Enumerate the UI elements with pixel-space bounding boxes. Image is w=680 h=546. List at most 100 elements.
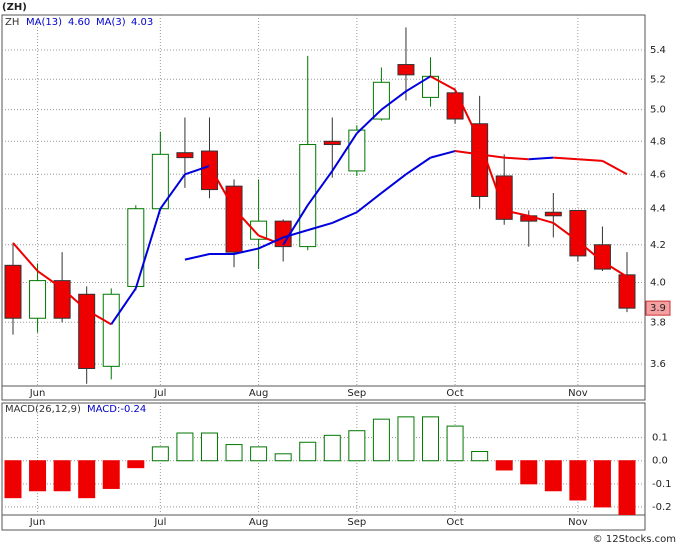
ma-segment	[356, 192, 383, 214]
y-tick-label: 4.2	[650, 240, 666, 251]
macd-bar	[495, 460, 513, 471]
macd-bar	[471, 450, 489, 462]
ma-segment	[184, 253, 210, 261]
ma-segment	[528, 214, 554, 224]
y-tick-label: 0.0	[652, 456, 668, 467]
ma-segment	[503, 209, 529, 217]
ma-segment	[36, 270, 63, 290]
legend-value: 4.03	[131, 17, 153, 28]
ma-segment	[208, 165, 235, 210]
x-tick-label: Jul	[153, 388, 166, 399]
ma-segment	[110, 287, 137, 325]
legend-entry: MA(3)	[96, 17, 126, 28]
ma-segment	[282, 229, 309, 239]
ma-segment	[258, 234, 284, 246]
ma-segment	[405, 75, 432, 93]
ma-segment	[282, 204, 309, 246]
macd-bar	[520, 460, 538, 485]
candle-body	[176, 152, 194, 159]
macd-bar	[618, 460, 636, 515]
macd-bar	[151, 446, 169, 462]
legend-entry: MA(13)	[26, 17, 62, 28]
macd-panel	[1, 402, 646, 531]
footer: © 12Stocks.com	[593, 534, 676, 545]
ma-segment	[601, 260, 628, 278]
price-panel	[1, 14, 646, 401]
y-tick-label: 0.1	[652, 433, 668, 444]
x-tick-label: Jun	[29, 517, 46, 528]
macd-bar	[593, 460, 611, 508]
ma-segment	[454, 150, 480, 156]
macd-bar	[225, 444, 243, 462]
macd-bar	[274, 453, 292, 462]
macd-bar	[348, 430, 366, 462]
macd-bar	[53, 460, 71, 492]
y-tick-label: 4.8	[650, 136, 666, 147]
y-tick-label: 3.8	[650, 317, 666, 328]
ma-segment	[577, 240, 604, 263]
y-tick-label: 4.0	[650, 278, 666, 289]
candle-body	[348, 129, 366, 172]
candle-body	[29, 280, 47, 319]
x-tick-label: Sep	[347, 388, 366, 399]
x-tick-label: Jun	[29, 388, 46, 399]
macd-bar	[569, 460, 587, 501]
candle-body	[200, 150, 218, 191]
macd-bar	[299, 441, 317, 462]
macd-bar	[102, 460, 120, 489]
candle-body	[53, 280, 71, 319]
candle-body	[127, 208, 145, 287]
macd-bar	[544, 460, 562, 492]
candle-body	[618, 274, 636, 309]
ma-segment	[86, 309, 112, 326]
ma-segment	[307, 221, 333, 232]
candle-body	[250, 220, 268, 240]
candle-body	[544, 211, 562, 217]
legend-value: 4.60	[68, 17, 90, 28]
macd-bar	[422, 416, 440, 462]
ma-segment	[430, 75, 456, 91]
candle-body	[372, 81, 390, 120]
ma-segment	[159, 173, 186, 210]
candle-body	[102, 293, 120, 367]
macd-bar	[397, 416, 415, 462]
macd-bar	[127, 460, 145, 469]
macd-bar	[4, 460, 22, 499]
y-tick-label: 5.2	[650, 74, 666, 85]
ma-segment	[61, 287, 88, 311]
x-tick-label: Aug	[249, 388, 269, 399]
ma-segment	[528, 156, 554, 161]
ma-segment	[306, 170, 334, 206]
macd-bar	[323, 434, 341, 462]
y-tick-label: -0.1	[652, 479, 672, 490]
y-tick-label: -0.2	[652, 502, 672, 513]
ma-segment	[405, 156, 432, 176]
macd-title: MACD(26,12,9)	[5, 404, 81, 415]
ma-segment	[258, 236, 284, 250]
ma-segment	[478, 140, 506, 211]
ma-segment	[479, 153, 505, 159]
ma-segment	[331, 132, 358, 172]
ma-segment	[12, 242, 39, 272]
ma-segment	[552, 222, 579, 242]
macd-value: MACD:-0.24	[87, 404, 146, 415]
macd-bar	[29, 460, 47, 492]
x-tick-label: Jul	[153, 517, 166, 528]
legend-symbol: ZH	[5, 17, 19, 28]
candle-body	[323, 140, 341, 146]
x-tick-label: Nov	[568, 517, 588, 528]
ma-segment	[430, 150, 456, 159]
ma-segment	[233, 208, 260, 237]
macd-bar	[250, 446, 268, 462]
x-tick-label: Sep	[347, 517, 366, 528]
x-tick-label: Nov	[568, 388, 588, 399]
candle-body	[4, 264, 22, 319]
candle-body	[471, 123, 489, 197]
y-tick-label: 5.4	[650, 45, 666, 56]
ma-segment	[233, 247, 259, 256]
macd-bar	[176, 432, 194, 462]
ma-segment	[553, 156, 578, 161]
x-tick-label: Oct	[446, 388, 463, 399]
ma-segment	[454, 89, 481, 142]
